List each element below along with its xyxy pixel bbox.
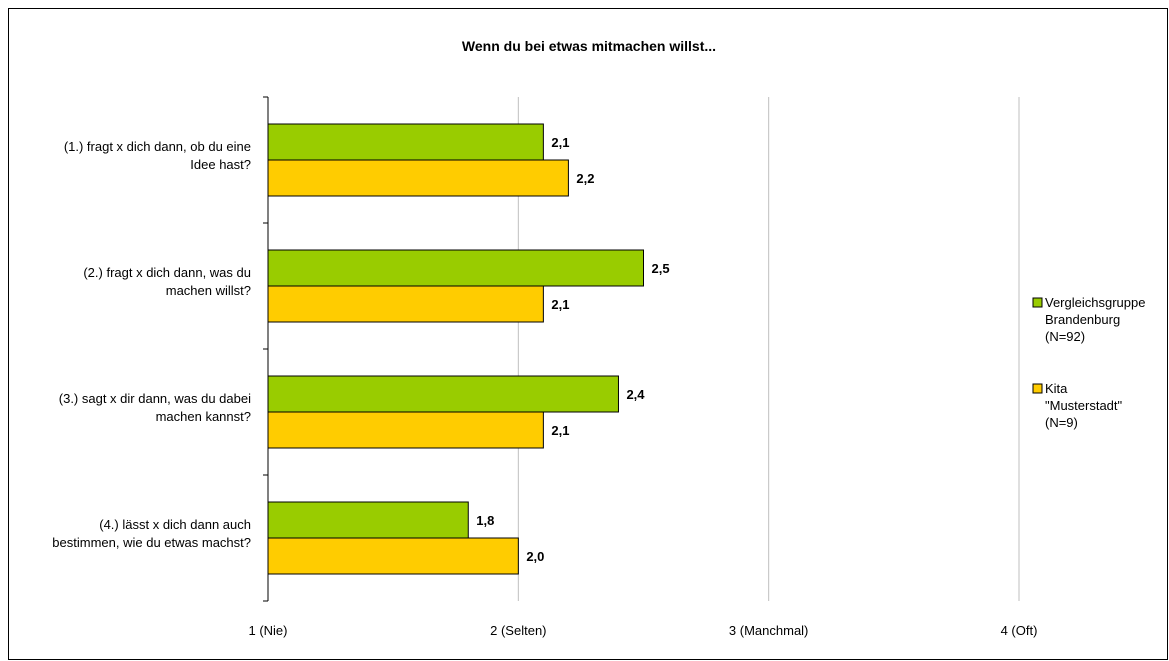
category-label: machen willst? [166, 283, 251, 298]
data-label: 2,5 [652, 261, 670, 276]
data-label: 2,1 [551, 297, 569, 312]
legend-label: "Musterstadt" [1045, 398, 1123, 413]
chart-title: Wenn du bei etwas mitmachen willst... [462, 38, 716, 54]
data-label: 2,2 [576, 171, 594, 186]
data-label: 2,1 [551, 423, 569, 438]
legend-label: (N=9) [1045, 415, 1078, 430]
legend-swatch [1032, 383, 1043, 394]
legend-label: Vergleichsgruppe [1045, 295, 1145, 310]
legend-swatch [1032, 297, 1043, 308]
category-label: (2.) fragt x dich dann, was du [83, 265, 251, 280]
data-label: 2,1 [551, 135, 569, 150]
data-label: 2,0 [526, 549, 544, 564]
bar [267, 375, 619, 413]
bar [267, 501, 469, 539]
data-label: 2,4 [626, 387, 645, 402]
category-label: (1.) fragt x dich dann, ob du eine [64, 139, 251, 154]
bar [267, 159, 569, 197]
legend-label: (N=92) [1045, 329, 1085, 344]
category-label: Idee hast? [190, 157, 251, 172]
legend-label: Kita [1045, 381, 1068, 396]
bar [267, 285, 544, 323]
bar [267, 249, 644, 287]
category-label: bestimmen, wie du etwas machst? [52, 535, 251, 550]
x-tick-label: 4 (Oft) [1001, 623, 1038, 638]
bar-chart: Wenn du bei etwas mitmachen willst... 1 (… [52, 38, 1145, 638]
bar [267, 123, 544, 161]
category-label: (4.) lässt x dich dann auch [99, 517, 251, 532]
legend-label: Brandenburg [1045, 312, 1120, 327]
data-label: 1,8 [476, 513, 494, 528]
bar [267, 537, 519, 575]
bar [267, 411, 544, 449]
x-tick-label: 2 (Selten) [490, 623, 546, 638]
x-tick-label: 3 (Manchmal) [729, 623, 808, 638]
category-label: machen kannst? [156, 409, 251, 424]
chart-frame: Wenn du bei etwas mitmachen willst... 1 (… [8, 8, 1168, 660]
category-label: (3.) sagt x dir dann, was du dabei [59, 391, 251, 406]
x-tick-label: 1 (Nie) [248, 623, 287, 638]
